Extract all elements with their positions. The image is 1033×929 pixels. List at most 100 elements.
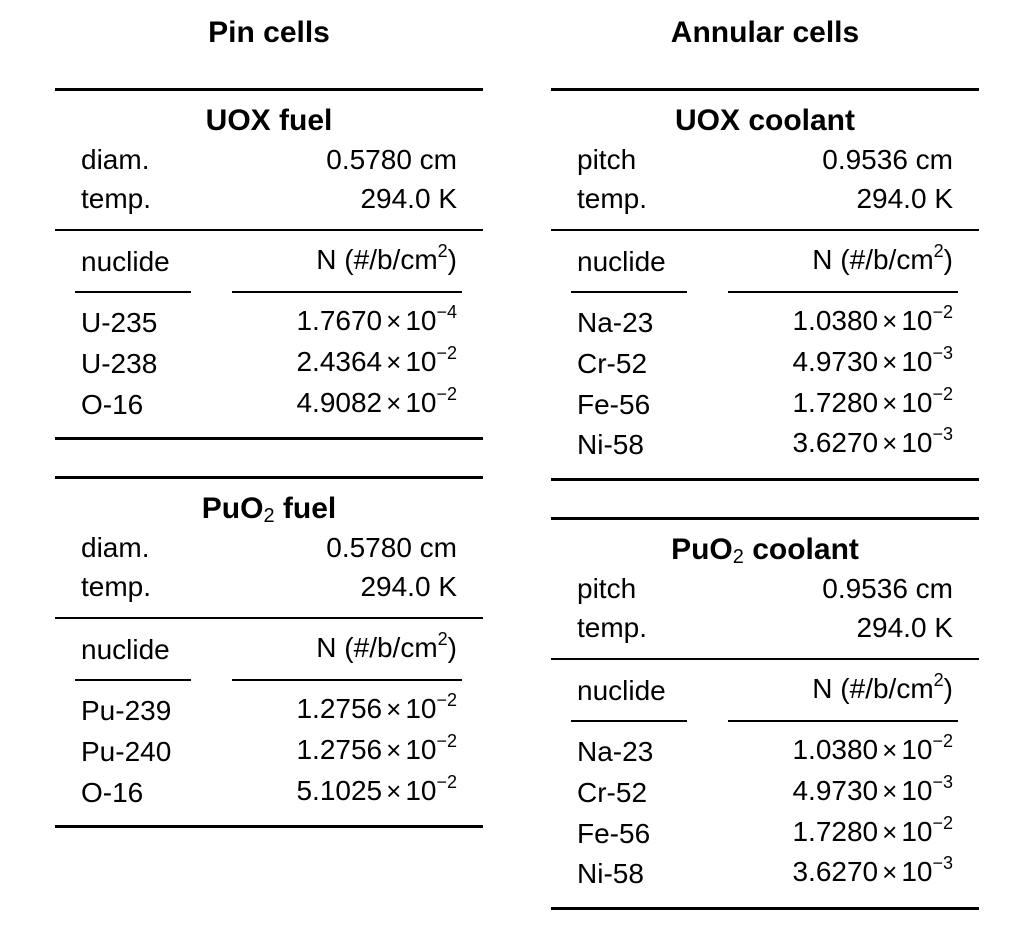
number-density: 1.2756 × 10−2 [296,691,457,724]
times-sign: × [386,734,402,765]
times-sign: × [386,306,402,336]
title-subscript: 2 [732,546,744,568]
param-label: temp. [81,183,152,214]
title-rest: fuel [274,492,337,525]
exponent: −2 [932,302,953,322]
header-density-end: ) [943,673,953,704]
nuclide-name: U-235 [81,307,158,338]
column-title: Pin cells [208,16,330,49]
nuclide-name: U-238 [81,347,158,379]
power-base: 10 [901,345,933,377]
times-sign: × [386,775,402,806]
number-density: 4.9730 × 10−3 [792,344,953,377]
param-value: 0.9536 cm [822,144,953,175]
mantissa: 5.1025 [296,774,383,806]
exponent: −3 [932,771,953,792]
nuclide-name: Pu-240 [81,735,172,767]
header-density-text: N (#/b/cm [316,632,438,663]
number-density: 1.2756 × 10−2 [296,732,457,765]
title-subscript: 2 [263,505,275,527]
power-base: 10 [901,774,933,806]
mantissa: 1.2756 [296,733,383,765]
block-title: UOX fuel [55,106,483,136]
header-underline-right [728,720,958,722]
power-base: 10 [405,345,437,377]
header-underline-left [75,679,191,681]
title-main: PuO [201,492,264,525]
nuclide-name: Ni-58 [577,429,644,461]
mantissa: 1.2756 [296,693,383,724]
param-value: 294.0 K [856,183,953,214]
mantissa: 2.4364 [296,345,383,377]
power-base: 10 [405,386,437,418]
nuclide-name: Fe-56 [577,388,651,420]
power-base: 10 [901,386,933,418]
power-base: 10 [901,427,933,459]
nuclide-name: O-16 [81,388,144,420]
times-sign: × [882,735,898,765]
param-label: temp. [577,183,648,214]
block-title: UOX coolant [551,106,979,136]
top-rule [55,88,483,91]
exponent: −2 [436,383,457,404]
nuclide-name: O-16 [81,776,144,808]
header-density: N (#/b/cm2) [316,630,457,663]
header-density-end: ) [447,244,457,275]
header-underline-right [232,291,462,293]
param-label: diam. [81,144,150,175]
exponent: −2 [932,383,953,404]
top-rule [551,88,979,91]
nuclide-name: Na-23 [577,736,654,767]
times-sign: × [386,346,402,377]
header-density-text: N (#/b/cm [812,244,934,275]
title-main: PuO [671,533,733,566]
bottom-rule [55,437,483,441]
header-underline-right [232,679,462,681]
times-sign: × [882,775,898,806]
number-density: 2.4364 × 10−2 [296,344,457,377]
exponent: −2 [436,771,457,792]
block-title: PuO2 fuel [55,492,483,527]
exponent: −2 [436,690,457,710]
nuclide-name: Pu-239 [81,695,172,726]
nuclide-name: Cr-52 [577,347,648,379]
title-main: UOX fuel [205,104,333,137]
number-density: 1.0380 × 10−2 [792,732,953,765]
nuclide-name: Na-23 [577,307,654,338]
power-base: 10 [901,856,933,888]
power-base: 10 [405,733,437,765]
header-density-text: N (#/b/cm [316,244,438,275]
power-base: 10 [405,305,437,336]
exponent: −4 [436,302,457,322]
header-nuclide: nuclide [81,634,170,665]
top-rule [55,476,483,479]
mantissa: 4.9730 [792,345,879,377]
header-underline-right [728,291,958,293]
mid-rule [551,658,979,660]
number-density: 1.7280 × 10−2 [792,814,953,846]
header-density-sup: 2 [933,241,944,261]
exponent: −2 [932,731,953,751]
number-density: 1.7280 × 10−2 [792,385,953,418]
exponent: −2 [436,342,457,363]
number-density: 4.9730 × 10−3 [792,773,953,806]
mantissa: 1.7670 [296,305,383,336]
mantissa: 1.0380 [792,305,879,336]
param-value: 294.0 K [360,571,457,602]
header-underline-left [571,291,687,293]
power-base: 10 [901,734,933,765]
title-main: UOX coolant [674,104,855,137]
header-density-end: ) [447,632,457,663]
exponent: −2 [436,730,457,751]
nuclide-name: Ni-58 [577,858,644,890]
param-label: diam. [81,532,150,563]
param-value: 0.5780 cm [326,144,457,175]
block-title: PuO2 coolant [551,533,979,568]
exponent: −3 [932,424,953,445]
mantissa: 3.6270 [792,856,879,888]
header-underline-left [571,720,687,722]
number-density: 5.1025 × 10−2 [296,773,457,806]
mantissa: 1.0380 [792,734,879,765]
header-density: N (#/b/cm2) [316,242,457,275]
header-density-sup: 2 [933,670,944,690]
